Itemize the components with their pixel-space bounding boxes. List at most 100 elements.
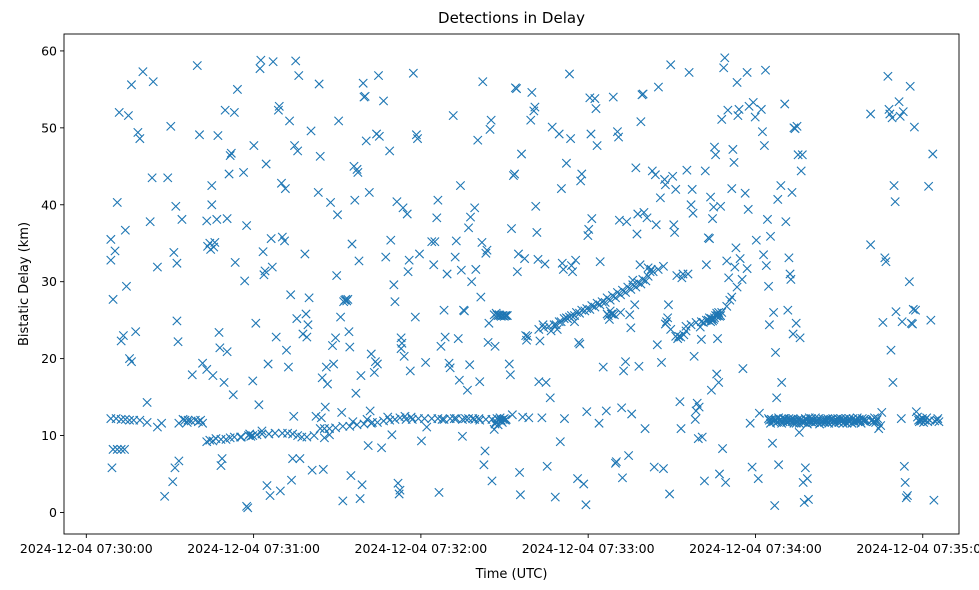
data-point <box>872 414 883 424</box>
data-point <box>372 417 382 428</box>
data-point <box>533 254 543 264</box>
data-point <box>486 115 496 125</box>
data-point <box>462 385 473 395</box>
data-point <box>606 309 616 319</box>
data-point <box>314 79 324 89</box>
data-point <box>681 326 691 336</box>
data-point <box>270 428 280 438</box>
data-point <box>614 215 624 225</box>
data-point <box>613 132 624 142</box>
y-tick-label: 20 <box>41 351 57 366</box>
data-point <box>302 332 312 342</box>
data-point <box>502 310 512 321</box>
data-point <box>389 280 399 290</box>
data-point <box>112 197 122 208</box>
data-point <box>284 116 295 126</box>
data-point <box>260 266 270 276</box>
data-point <box>696 317 706 327</box>
data-point <box>783 305 793 315</box>
data-point <box>381 252 391 262</box>
data-point <box>928 149 938 159</box>
data-point <box>761 260 771 271</box>
data-point <box>460 414 471 424</box>
data-point <box>594 418 604 428</box>
data-point <box>883 71 893 81</box>
data-point <box>628 275 638 285</box>
data-point <box>108 444 118 454</box>
data-point <box>688 208 698 218</box>
data-point <box>711 150 721 160</box>
data-point <box>670 227 680 238</box>
data-point <box>422 422 432 432</box>
data-point <box>732 77 742 88</box>
data-point <box>742 264 752 274</box>
data-point <box>642 213 652 223</box>
data-point <box>877 407 887 418</box>
data-point <box>669 220 679 230</box>
data-point <box>731 243 741 253</box>
data-point <box>330 423 341 433</box>
data-point <box>751 235 761 245</box>
data-point <box>541 377 551 388</box>
data-point <box>788 329 798 339</box>
data-point <box>542 461 552 471</box>
data-point <box>705 192 716 202</box>
data-point <box>658 464 669 474</box>
data-point <box>617 473 628 483</box>
data-point <box>575 339 585 349</box>
data-point <box>481 248 491 258</box>
data-point <box>742 67 752 78</box>
data-point <box>243 430 254 441</box>
y-tick-label: 10 <box>41 428 57 443</box>
data-point <box>924 181 934 191</box>
data-point <box>765 231 776 241</box>
data-point <box>737 274 747 284</box>
data-point <box>319 433 330 443</box>
data-point <box>554 129 564 139</box>
data-point <box>664 489 675 499</box>
x-tick-label: 2024-12-04 07:32:00 <box>355 541 488 556</box>
data-point <box>895 111 905 121</box>
data-point <box>609 310 619 320</box>
data-point <box>232 84 243 94</box>
data-point <box>402 209 412 219</box>
data-point <box>262 480 272 491</box>
data-point <box>774 460 784 470</box>
data-point <box>686 200 696 210</box>
chart-title: Detections in Delay <box>438 9 585 27</box>
data-point <box>894 97 904 107</box>
data-point <box>889 180 899 191</box>
data-point <box>900 477 910 488</box>
data-point <box>507 410 517 420</box>
data-point <box>275 486 285 496</box>
data-point <box>728 144 738 154</box>
data-point <box>445 363 455 373</box>
data-point <box>332 270 342 281</box>
data-point <box>607 309 618 319</box>
data-point <box>288 429 298 439</box>
data-point <box>315 424 325 434</box>
data-point <box>540 259 550 269</box>
data-point <box>770 347 781 358</box>
data-point <box>121 281 132 291</box>
data-point <box>656 357 667 368</box>
data-point <box>427 237 437 247</box>
data-point <box>886 345 896 355</box>
data-point <box>716 310 726 321</box>
data-point <box>704 234 715 244</box>
data-point <box>477 237 487 248</box>
data-point <box>315 151 325 161</box>
data-point <box>674 331 684 341</box>
y-axis-title: Bistatic Delay (km) <box>17 222 32 346</box>
data-point <box>172 258 182 268</box>
data-point <box>124 415 135 425</box>
data-point <box>566 134 576 144</box>
data-point <box>226 148 236 158</box>
data-point <box>372 359 382 369</box>
data-point <box>786 274 796 284</box>
data-point <box>229 107 239 118</box>
data-point <box>440 332 450 342</box>
data-point <box>138 67 148 77</box>
data-point <box>220 105 230 115</box>
